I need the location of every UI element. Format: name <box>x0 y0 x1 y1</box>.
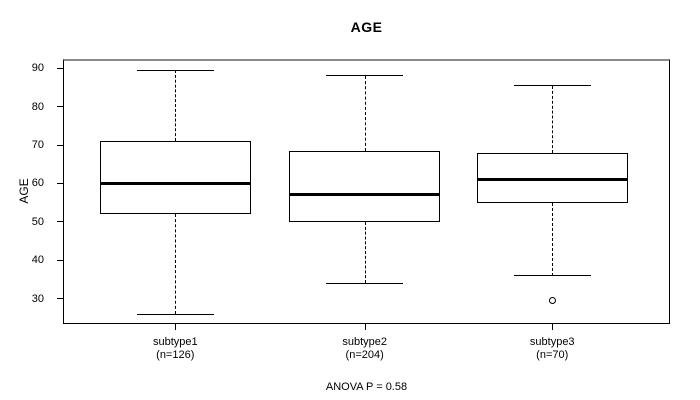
lower-whisker-line <box>552 202 554 276</box>
x-tick-mark <box>175 324 177 330</box>
lower-whisker-line <box>364 221 366 284</box>
y-tick-label: 80 <box>31 100 44 113</box>
x-group-label: subtype3 (n=70) <box>482 336 622 362</box>
y-tick-label: 60 <box>31 177 44 190</box>
upper-whisker-line <box>175 70 177 142</box>
x-group-label: subtype2 (n=204) <box>295 336 435 362</box>
x-group-label: subtype1 (n=126) <box>105 336 245 362</box>
y-tick-label: 40 <box>31 254 44 267</box>
upper-whisker-line <box>364 75 366 151</box>
chart-title: AGE <box>350 19 383 35</box>
y-tick-mark <box>57 67 63 69</box>
y-tick-mark <box>57 298 63 300</box>
y-tick-mark <box>57 221 63 223</box>
median-line <box>289 193 441 197</box>
outlier-point <box>548 297 556 305</box>
iqr-box <box>99 141 251 215</box>
x-group-label-name: subtype1 <box>152 336 198 348</box>
lower-whisker-cap <box>513 275 591 277</box>
x-tick-mark <box>552 324 554 330</box>
x-tick-mark <box>364 324 366 330</box>
upper-whisker-line <box>552 85 554 153</box>
iqr-box <box>289 150 441 222</box>
lower-whisker-cap <box>326 282 404 284</box>
y-tick-mark <box>57 182 63 184</box>
x-group-label-name: subtype3 <box>529 336 575 348</box>
y-tick-mark <box>57 259 63 261</box>
y-tick-label: 70 <box>31 139 44 152</box>
y-tick-label: 90 <box>31 62 44 75</box>
x-group-label-n: (n=126) <box>156 349 195 361</box>
lower-whisker-cap <box>136 313 214 315</box>
upper-whisker-cap <box>326 75 404 77</box>
lower-whisker-line <box>175 214 177 314</box>
y-tick-label: 30 <box>31 292 44 305</box>
median-line <box>476 178 628 182</box>
upper-whisker-cap <box>136 69 214 71</box>
x-group-label-n: (n=204) <box>345 349 384 361</box>
anova-annotation: ANOVA P = 0.58 <box>325 381 408 393</box>
median-line <box>99 181 251 185</box>
x-group-label-name: subtype2 <box>342 336 387 348</box>
x-group-label-n: (n=70) <box>536 349 569 361</box>
y-tick-mark <box>57 144 63 146</box>
upper-whisker-cap <box>513 85 591 86</box>
y-tick-label: 50 <box>31 215 44 228</box>
iqr-box <box>476 152 628 203</box>
y-tick-mark <box>57 106 63 108</box>
